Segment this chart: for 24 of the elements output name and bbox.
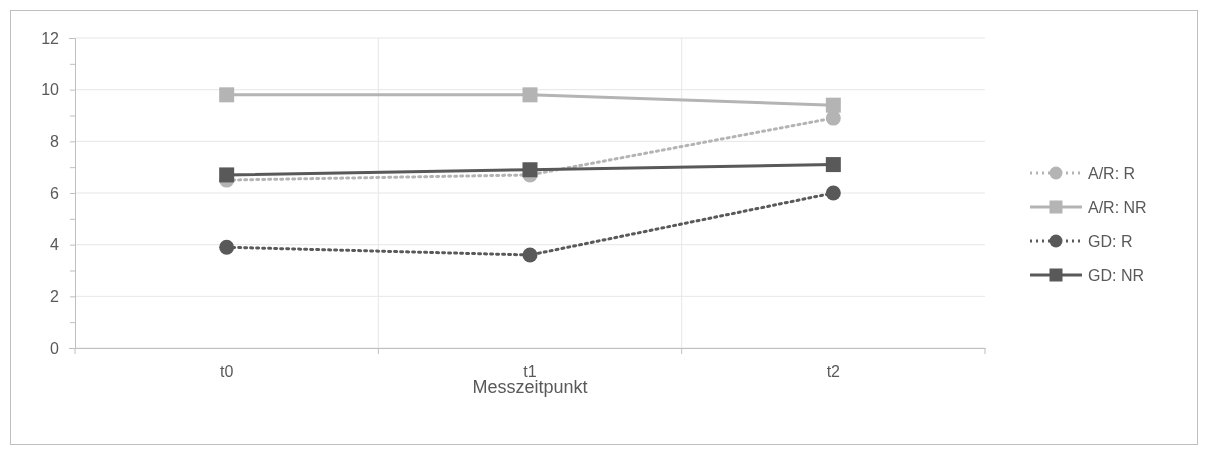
point xyxy=(522,247,538,263)
point xyxy=(825,97,841,113)
legend-label: GD: R xyxy=(1088,233,1133,250)
y-tick-label: 10 xyxy=(41,81,60,99)
y-tick-label: 2 xyxy=(50,287,60,305)
point xyxy=(219,239,235,255)
legend-label: A/R: R xyxy=(1088,165,1136,182)
y-tick-label: 4 xyxy=(50,236,60,254)
point xyxy=(522,87,538,103)
y-tick-label: 8 xyxy=(50,132,60,150)
legend-label: A/R: NR xyxy=(1088,199,1147,216)
x-tick-label: t0 xyxy=(219,362,234,380)
x-axis-title: Messzeitpunkt xyxy=(472,377,588,397)
point xyxy=(219,87,235,103)
legend-label: GD: NR xyxy=(1088,267,1144,284)
x-tick-label: t1 xyxy=(523,362,537,380)
y-tick-label: 0 xyxy=(50,339,60,357)
point xyxy=(522,162,538,178)
x-tick-label: t2 xyxy=(826,362,841,380)
point xyxy=(825,185,841,201)
y-tick-label: 6 xyxy=(50,184,60,202)
y-tick-label: 12 xyxy=(41,29,60,47)
point xyxy=(825,157,841,173)
point xyxy=(219,167,235,183)
